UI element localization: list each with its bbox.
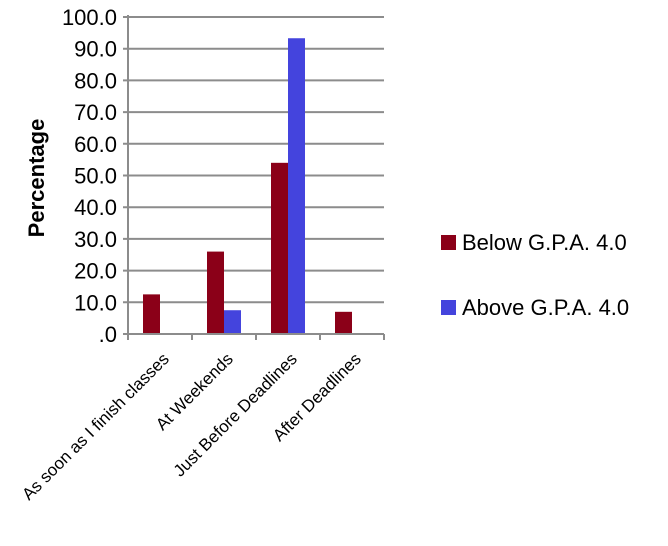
y-tick-label: 100.0: [62, 5, 117, 30]
y-tick-label: 20.0: [74, 259, 117, 284]
y-tick-label: 80.0: [74, 68, 117, 93]
y-tick-label: 70.0: [74, 100, 117, 125]
bar: [288, 38, 305, 334]
y-axis-title: Percentage: [24, 119, 49, 238]
axes: [123, 15, 385, 340]
x-tick-label: Just Before Deadlines: [170, 349, 301, 480]
y-tick-label: 50.0: [74, 164, 117, 189]
legend-swatch: [441, 300, 456, 315]
bars: [143, 38, 352, 334]
bar: [207, 251, 224, 334]
legend-swatch: [441, 235, 456, 250]
y-tick-label: 40.0: [74, 195, 117, 220]
x-tick-label: As soon as I finish classes: [18, 349, 172, 503]
gridlines: [123, 16, 384, 304]
legend-label: Below G.P.A. 4.0: [462, 230, 627, 255]
legend: Below G.P.A. 4.0 Above G.P.A. 4.0: [441, 230, 629, 320]
legend-label: Above G.P.A. 4.0: [462, 295, 629, 320]
bar: [335, 311, 352, 334]
y-tick-label: 30.0: [74, 227, 117, 252]
y-tick-label: 60.0: [74, 132, 117, 157]
y-tick-label: .0: [99, 322, 117, 347]
y-axis-ticks: .0 10.0 20.0 30.0 40.0 50.0 60.0 70.0 80.0 90.0 10…: [62, 5, 117, 347]
bar: [271, 162, 288, 334]
bar: [224, 310, 241, 334]
bar: [143, 294, 160, 334]
y-tick-label: 90.0: [74, 37, 117, 62]
y-tick-label: 10.0: [74, 290, 117, 315]
